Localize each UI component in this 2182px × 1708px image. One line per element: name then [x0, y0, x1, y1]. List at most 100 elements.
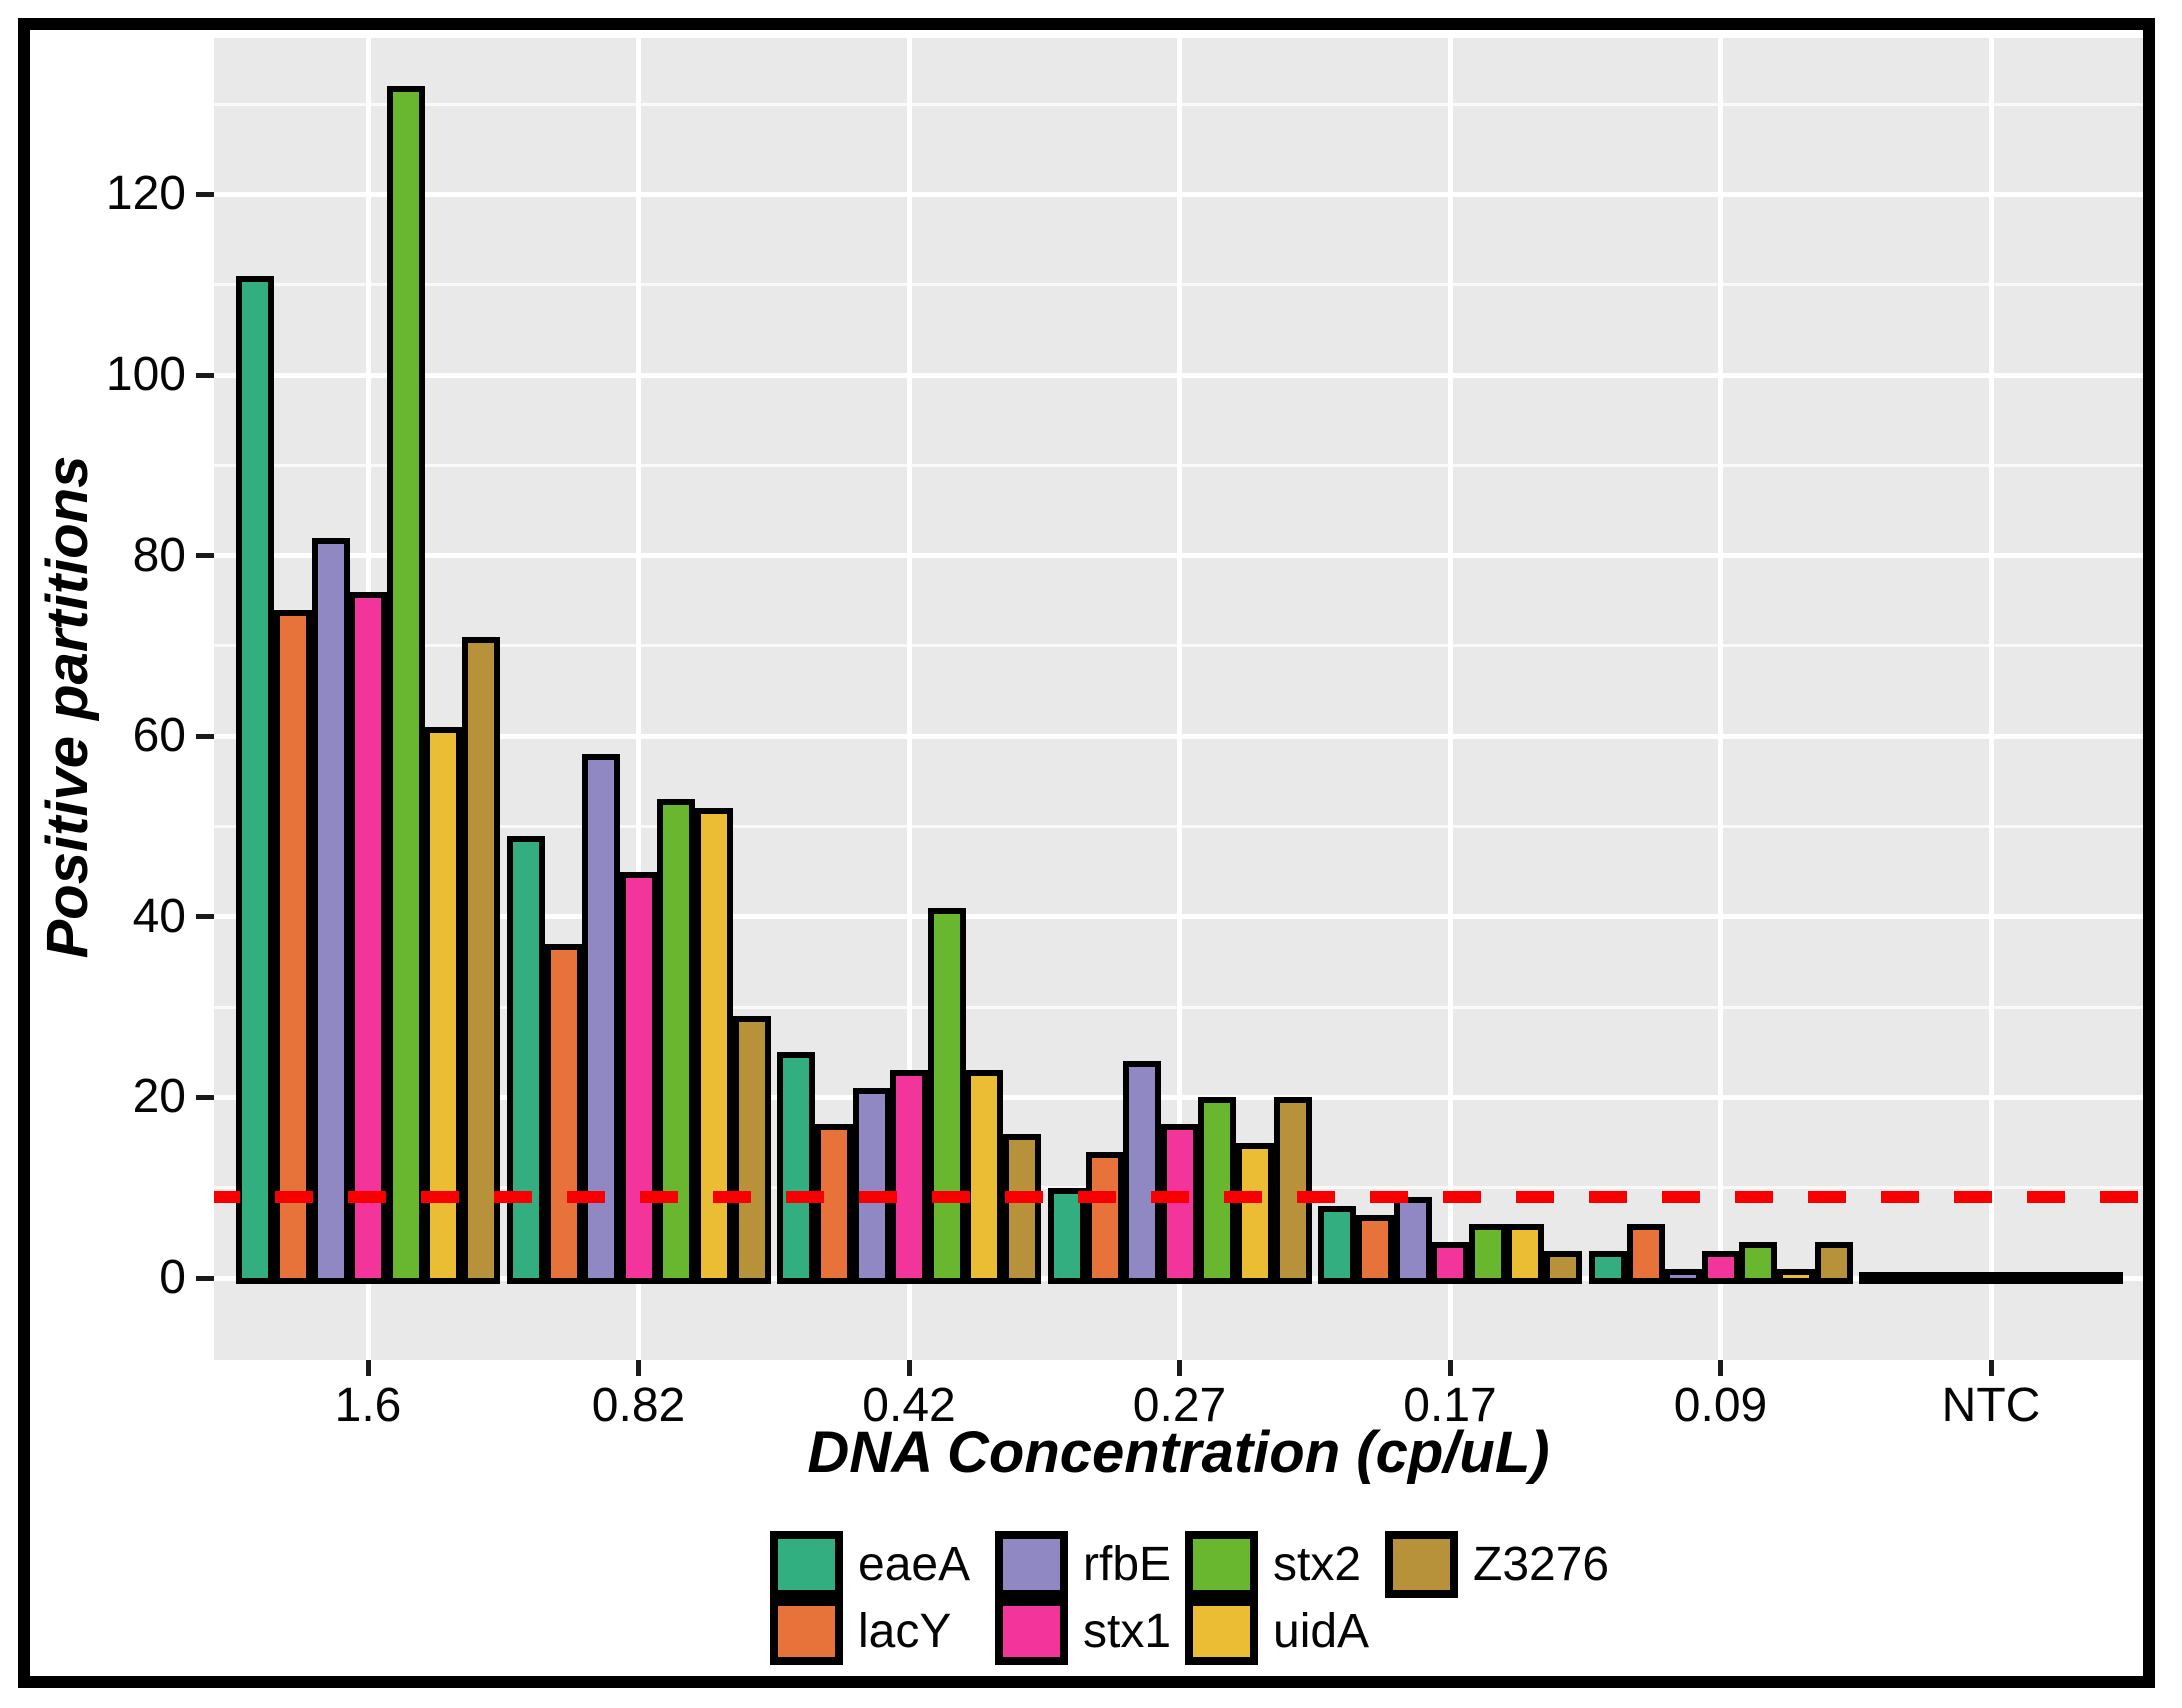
- bar-stx1-0.82: [619, 872, 658, 1284]
- major-gridline: [214, 553, 2143, 559]
- legend-label-rfbE: rfbE: [1083, 1538, 1172, 1591]
- bar-uidA-0.82: [694, 808, 733, 1284]
- minor-gridline: [214, 463, 2143, 467]
- bar-stx2-1.6: [386, 86, 425, 1284]
- major-gridline: [214, 1094, 2143, 1100]
- x-tick-label: 0.82: [591, 1379, 686, 1432]
- x-tick-mark: [1177, 1360, 1182, 1376]
- vertical-gridline: [906, 38, 912, 1360]
- vertical-gridline: [1177, 38, 1182, 1360]
- major-gridline: [214, 733, 2143, 739]
- vertical-gridline: [1988, 38, 1994, 1360]
- y-tick-mark: [196, 914, 214, 920]
- x-tick-mark: [365, 1360, 371, 1376]
- bar-stx1-0.17: [1431, 1242, 1470, 1284]
- zero-bar-eaeA-NTC: [1859, 1272, 1898, 1284]
- legend-label-lacY: lacY: [858, 1605, 952, 1658]
- bar-lacY-0.42: [815, 1124, 854, 1284]
- bar-Z3276-1.6: [462, 637, 501, 1284]
- zero-bar-lacY-NTC: [1897, 1272, 1936, 1284]
- legend-key-lacY: [770, 1598, 843, 1665]
- bar-Z3276-0.82: [732, 1016, 771, 1284]
- zero-bar-rfbE-NTC: [1934, 1272, 1973, 1284]
- bar-eaeA-0.82: [506, 836, 545, 1284]
- legend-key-stx2: [1185, 1531, 1258, 1598]
- vertical-gridline: [1447, 38, 1453, 1360]
- bar-eaeA-0.42: [777, 1052, 816, 1284]
- legend-label-stx1: stx1: [1083, 1605, 1172, 1658]
- x-tick-label: 1.6: [334, 1379, 402, 1432]
- y-tick-mark: [196, 553, 214, 559]
- bar-lacY-0.17: [1356, 1215, 1395, 1284]
- y-tick-label: 60: [132, 709, 186, 763]
- bar-stx1-0.27: [1160, 1124, 1199, 1284]
- bar-Z3276-0.42: [1003, 1134, 1042, 1284]
- legend-label-stx2: stx2: [1273, 1538, 1362, 1591]
- y-tick-label: 0: [159, 1251, 186, 1304]
- bar-uidA-0.09: [1776, 1269, 1815, 1284]
- y-tick-label: 80: [132, 528, 186, 582]
- bar-rfbE-0.42: [852, 1088, 891, 1284]
- y-tick-label: 40: [132, 889, 186, 943]
- zero-bar-Z3276-NTC: [2085, 1272, 2124, 1284]
- bar-stx1-1.6: [349, 592, 388, 1284]
- bar-stx1-0.42: [890, 1070, 929, 1284]
- plot-panel: [214, 38, 2143, 1360]
- minor-gridline: [214, 102, 2143, 106]
- y-tick-mark: [196, 1275, 214, 1281]
- y-tick-label: 120: [105, 167, 186, 221]
- legend-key-Z3276: [1385, 1531, 1458, 1598]
- x-axis-title: DNA Concentration (cp/uL): [807, 1420, 1550, 1485]
- bar-eaeA-1.6: [236, 276, 275, 1284]
- bar-stx2-0.17: [1468, 1224, 1507, 1284]
- bar-rfbE-0.17: [1393, 1197, 1432, 1284]
- x-tick-mark: [1988, 1360, 1994, 1376]
- x-tick-label: 0.17: [1403, 1379, 1497, 1432]
- zero-bar-stx2-NTC: [2009, 1272, 2048, 1284]
- bar-eaeA-0.09: [1588, 1251, 1627, 1284]
- minor-gridline: [214, 283, 2143, 287]
- legend-key-uidA: [1185, 1598, 1258, 1665]
- vertical-gridline: [636, 38, 641, 1360]
- x-tick-label: 0.42: [862, 1379, 956, 1432]
- bar-rfbE-0.82: [582, 754, 621, 1284]
- x-tick-label: 0.09: [1673, 1379, 1768, 1432]
- bar-lacY-0.09: [1626, 1224, 1665, 1284]
- legend-key-rfbE: [995, 1531, 1068, 1598]
- major-gridline: [214, 191, 2143, 197]
- bar-uidA-0.27: [1235, 1143, 1274, 1284]
- bar-lacY-1.6: [274, 610, 313, 1284]
- bar-Z3276-0.09: [1814, 1242, 1853, 1284]
- y-tick-label: 20: [132, 1070, 186, 1124]
- minor-gridline: [214, 825, 2143, 828]
- bar-rfbE-0.27: [1123, 1061, 1162, 1284]
- zero-bar-stx1-NTC: [1972, 1272, 2011, 1284]
- y-tick-label: 100: [105, 348, 186, 401]
- bar-rfbE-0.09: [1664, 1269, 1703, 1284]
- legend-key-eaeA: [770, 1531, 843, 1598]
- bar-uidA-0.17: [1506, 1224, 1545, 1284]
- major-gridline: [214, 372, 2143, 378]
- x-tick-mark: [906, 1360, 912, 1376]
- minor-gridline: [214, 1005, 2143, 1009]
- legend-label-Z3276: Z3276: [1473, 1538, 1610, 1591]
- legend-label-uidA: uidA: [1273, 1605, 1370, 1658]
- y-tick-mark: [196, 191, 214, 197]
- legend-key-stx1: [995, 1598, 1068, 1665]
- bar-eaeA-0.17: [1318, 1206, 1357, 1284]
- bar-Z3276-0.27: [1273, 1097, 1312, 1284]
- bar-lacY-0.82: [544, 944, 583, 1284]
- x-tick-mark: [1718, 1360, 1723, 1376]
- bar-uidA-0.42: [965, 1070, 1004, 1284]
- x-tick-label: 0.27: [1132, 1379, 1227, 1432]
- legend-label-eaeA: eaeA: [858, 1538, 971, 1591]
- bar-stx2-0.42: [927, 908, 966, 1284]
- x-tick-mark: [1447, 1360, 1453, 1376]
- y-tick-mark: [196, 733, 214, 739]
- bar-rfbE-1.6: [311, 538, 350, 1284]
- y-tick-mark: [196, 1094, 214, 1100]
- minor-gridline: [214, 644, 2143, 648]
- bar-stx2-0.82: [657, 799, 696, 1284]
- bar-lacY-0.27: [1085, 1152, 1124, 1284]
